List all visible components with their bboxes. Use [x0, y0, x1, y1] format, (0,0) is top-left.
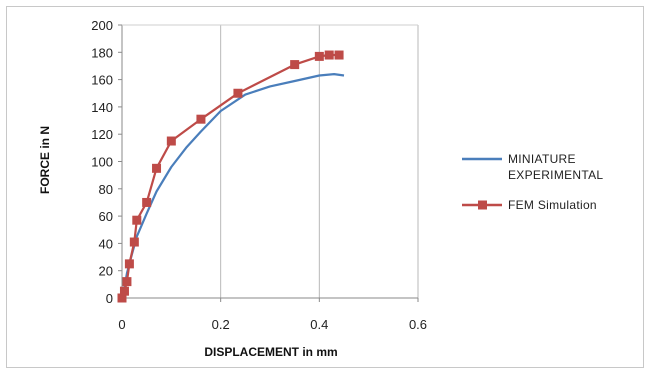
- legend-label: MINIATURE: [508, 152, 576, 166]
- data-point: [119, 286, 129, 296]
- data-point: [129, 237, 139, 247]
- y-tick-label: 40: [99, 236, 113, 251]
- y-axis-title: FORCE in N: [38, 126, 52, 194]
- data-point: [124, 259, 134, 269]
- tick-labels: 0 20 40 60 80 100 120 140 160 180 200 0 0.2 0.4 0.6: [91, 18, 427, 332]
- data-point: [334, 50, 344, 60]
- data-point: [132, 215, 142, 225]
- data-point: [152, 163, 162, 173]
- data-series: [117, 50, 345, 303]
- x-tick-label: 0.4: [310, 317, 328, 332]
- data-point: [314, 51, 324, 61]
- y-tick-label: 160: [91, 73, 113, 88]
- gridlines: [220, 25, 419, 298]
- data-point: [196, 114, 206, 124]
- x-tick-label: 0.6: [409, 317, 427, 332]
- chart-frame: [6, 6, 644, 368]
- y-tick-label: 80: [99, 182, 113, 197]
- y-tick-label: 20: [99, 264, 113, 279]
- data-point: [166, 136, 176, 146]
- y-tick-label: 200: [91, 18, 113, 33]
- y-tick-label: 180: [91, 45, 113, 60]
- data-point: [324, 50, 334, 60]
- data-point: [290, 60, 300, 70]
- y-tick-label: 100: [91, 155, 113, 170]
- data-point: [142, 197, 152, 207]
- series-line-2: [120, 53, 340, 299]
- legend-marker: [478, 200, 487, 210]
- x-tick-label: 0: [118, 317, 125, 332]
- y-tick-label: 60: [99, 209, 113, 224]
- series-line-1: [120, 72, 345, 299]
- y-tick-label: 140: [91, 100, 113, 115]
- x-axis-title: DISPLACEMENT in mm: [204, 345, 337, 359]
- y-tick-label: 0: [106, 291, 113, 306]
- legend: MINIATURE EXPERIMENTAL FEM Simulation: [462, 152, 603, 212]
- y-tick-label: 120: [91, 127, 113, 142]
- data-point: [233, 88, 243, 98]
- data-point: [117, 293, 127, 303]
- data-point: [122, 277, 132, 287]
- x-tick-label: 0.2: [212, 317, 230, 332]
- legend-label: FEM Simulation: [508, 198, 597, 212]
- legend-label: EXPERIMENTAL: [508, 168, 603, 182]
- axes: [118, 24, 419, 302]
